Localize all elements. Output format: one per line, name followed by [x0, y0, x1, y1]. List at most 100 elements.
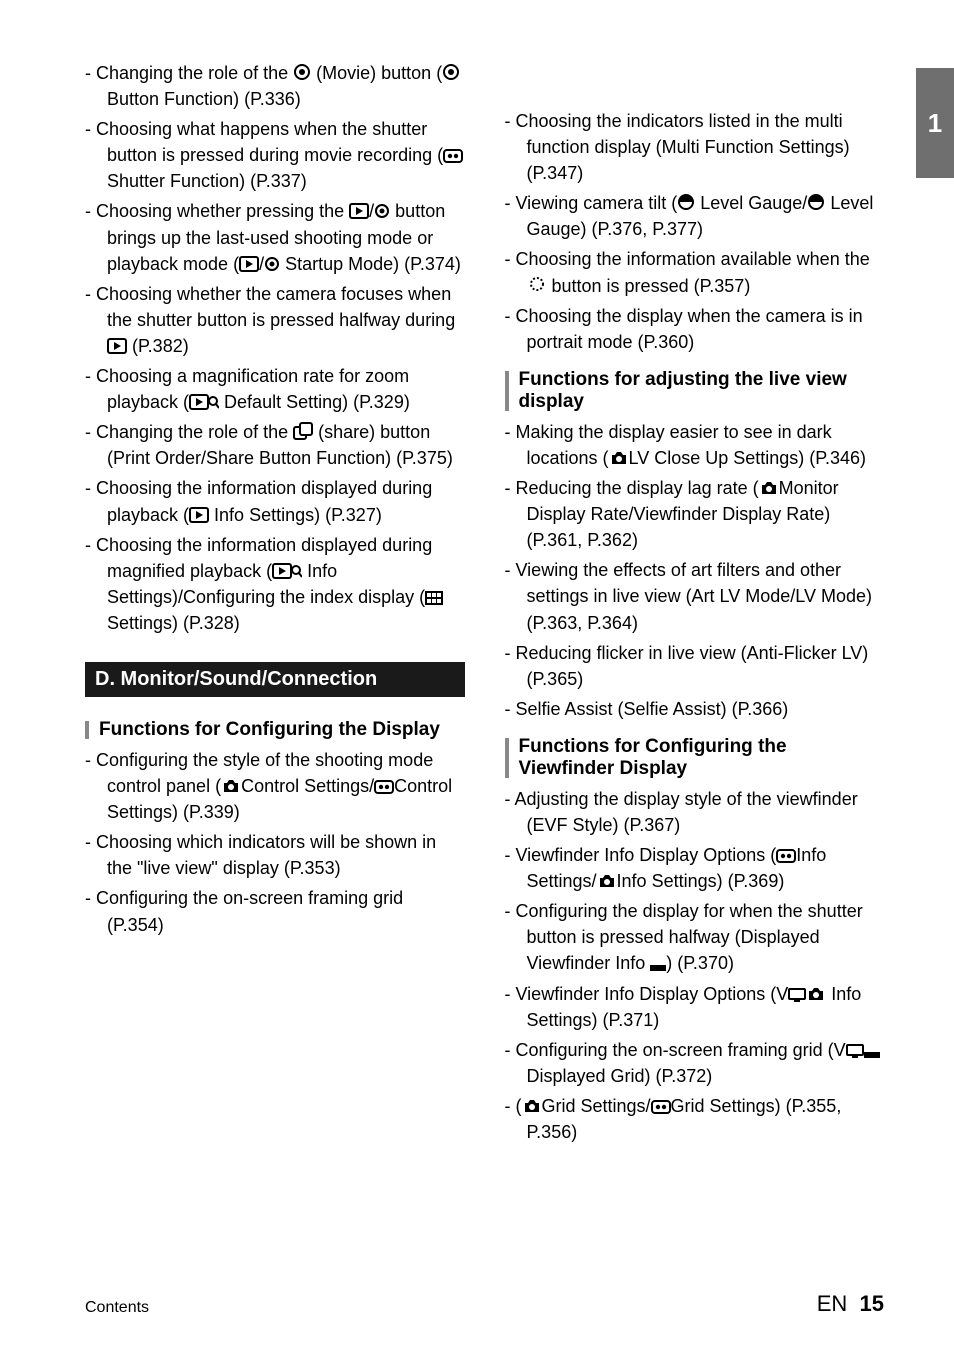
page-footer: Contents EN 15 [85, 1291, 884, 1317]
page-ref: P.362 [587, 530, 632, 550]
camera-icon [221, 778, 241, 794]
page-ref: P.365 [533, 669, 578, 689]
side-tab-number: 1 [928, 108, 942, 139]
list-item: Making the display easier to see in dark… [505, 419, 885, 471]
page-ref: P.375 [402, 448, 447, 468]
page-ref: P.336 [250, 89, 295, 109]
subheading-text: Functions for Configuring the Viewfinder… [519, 736, 787, 779]
list-item: Viewfinder Info Display Options (V Info … [505, 981, 885, 1033]
camera-icon [522, 1098, 542, 1114]
page-ref: P.347 [533, 163, 578, 183]
footer-right: EN 15 [817, 1291, 884, 1317]
page-ref: P.367 [630, 815, 675, 835]
play-zoom-icon [272, 563, 302, 579]
movie-icon [374, 780, 394, 794]
page-ref: P.357 [700, 276, 745, 296]
list-item: Adjusting the display style of the viewf… [505, 786, 885, 838]
movie-icon [443, 149, 463, 163]
list-item: Choosing the indicators listed in the mu… [505, 108, 885, 186]
page-ref: P.371 [609, 1010, 654, 1030]
list-item: Choosing the information available when … [505, 246, 885, 298]
list-item: Reducing flicker in live view (Anti-Flic… [505, 640, 885, 692]
grid-icon [425, 591, 443, 605]
camera-icon [609, 450, 629, 466]
list-item: Changing the role of the (Movie) button … [85, 60, 465, 112]
list-item: Choosing a magnification rate for zoom p… [85, 363, 465, 415]
play-icon [239, 256, 259, 272]
subheading: Functions for Configuring the Display [85, 719, 465, 741]
footer-left: Contents [85, 1299, 149, 1317]
subheading-text: Functions for adjusting the live view di… [519, 369, 847, 412]
list-item: Choosing whether pressing the / button b… [85, 198, 465, 276]
camera-icon [597, 873, 617, 889]
half-icon [864, 1048, 880, 1058]
section-header: D. Monitor/Sound/Connection [85, 662, 465, 697]
subheading: Functions for Configuring the Viewfinder… [505, 736, 885, 780]
list-item: Reducing the display lag rate (Monitor D… [505, 475, 885, 553]
page-ref: P.356 [527, 1122, 572, 1142]
record-icon [293, 63, 311, 81]
list-item: Choosing the information displayed durin… [85, 532, 465, 636]
list-item: Viewfinder Info Display Options (Info Se… [505, 842, 885, 894]
list-item: Choosing what happens when the shutter b… [85, 116, 465, 194]
page-ref: P.377 [652, 219, 697, 239]
list-item: Configuring the style of the shooting mo… [85, 747, 465, 825]
list-item: Configuring the on-screen framing grid (… [505, 1037, 885, 1089]
list-item: Choosing whether the camera focuses when… [85, 281, 465, 359]
subheading: Functions for adjusting the live view di… [505, 369, 885, 413]
page-ref: P.328 [189, 613, 234, 633]
page-ref: P.353 [290, 858, 335, 878]
page-ref: P.360 [644, 332, 689, 352]
list-item: Configuring the on-screen framing grid (… [85, 885, 465, 937]
page-ref: P.361 [533, 530, 578, 550]
play-zoom-icon [189, 394, 219, 410]
subheading-text: Functions for Configuring the Display [99, 719, 440, 740]
record-icon [374, 203, 390, 219]
page-ref: P.346 [815, 448, 860, 468]
section-title: D. Monitor/Sound/Connection [95, 668, 377, 690]
record-icon [442, 63, 460, 81]
page-ref: P.329 [359, 392, 404, 412]
play-icon [349, 203, 369, 219]
monitor-icon [788, 988, 806, 1002]
page-ref: P.369 [734, 871, 779, 891]
page-ref: P.354 [113, 915, 158, 935]
half-press-icon [807, 193, 825, 211]
page-ref: P.327 [331, 505, 376, 525]
dial-icon [527, 274, 547, 294]
list-item: Selfie Assist (Selfie Assist) (P.366) [505, 696, 885, 722]
monitor-icon [846, 1044, 864, 1058]
record-icon [264, 256, 280, 272]
page-ref: P.374 [410, 254, 455, 274]
list-item: Changing the role of the (share) button … [85, 419, 465, 471]
footer-lang: EN [817, 1291, 848, 1316]
movie-icon [651, 1100, 671, 1114]
list-item: Choosing the information displayed durin… [85, 475, 465, 527]
list-item: Choosing which indicators will be shown … [85, 829, 465, 881]
chapter-side-tab: 1 [916, 68, 954, 178]
camera-icon [806, 986, 826, 1002]
right-column: Choosing the indicators listed in the mu… [505, 60, 885, 1271]
page-ref: P.370 [683, 953, 728, 973]
page-ref: P.339 [189, 802, 234, 822]
camera-icon [759, 480, 779, 496]
page-ref: P.372 [662, 1066, 707, 1086]
page-ref: P.376 [598, 219, 643, 239]
left-column: Changing the role of the (Movie) button … [85, 60, 465, 1271]
page-ref: P.363 [533, 613, 578, 633]
movie-icon [776, 849, 796, 863]
share-icon [293, 422, 313, 440]
list-item: Configuring the display for when the shu… [505, 898, 885, 976]
half-press-icon [677, 193, 695, 211]
page-ref: P.355 [792, 1096, 837, 1116]
list-item: Viewing the effects of art filters and o… [505, 557, 885, 635]
list-item: Choosing the display when the camera is … [505, 303, 885, 355]
page-ref: P.366 [738, 699, 783, 719]
list-item: Viewing camera tilt ( Level Gauge/ Level… [505, 190, 885, 242]
play-icon [189, 507, 209, 523]
page-ref: P.337 [256, 171, 301, 191]
play-icon [107, 338, 127, 354]
page-ref: P.364 [587, 613, 632, 633]
half-icon [650, 961, 666, 971]
page-number: 15 [860, 1291, 884, 1316]
